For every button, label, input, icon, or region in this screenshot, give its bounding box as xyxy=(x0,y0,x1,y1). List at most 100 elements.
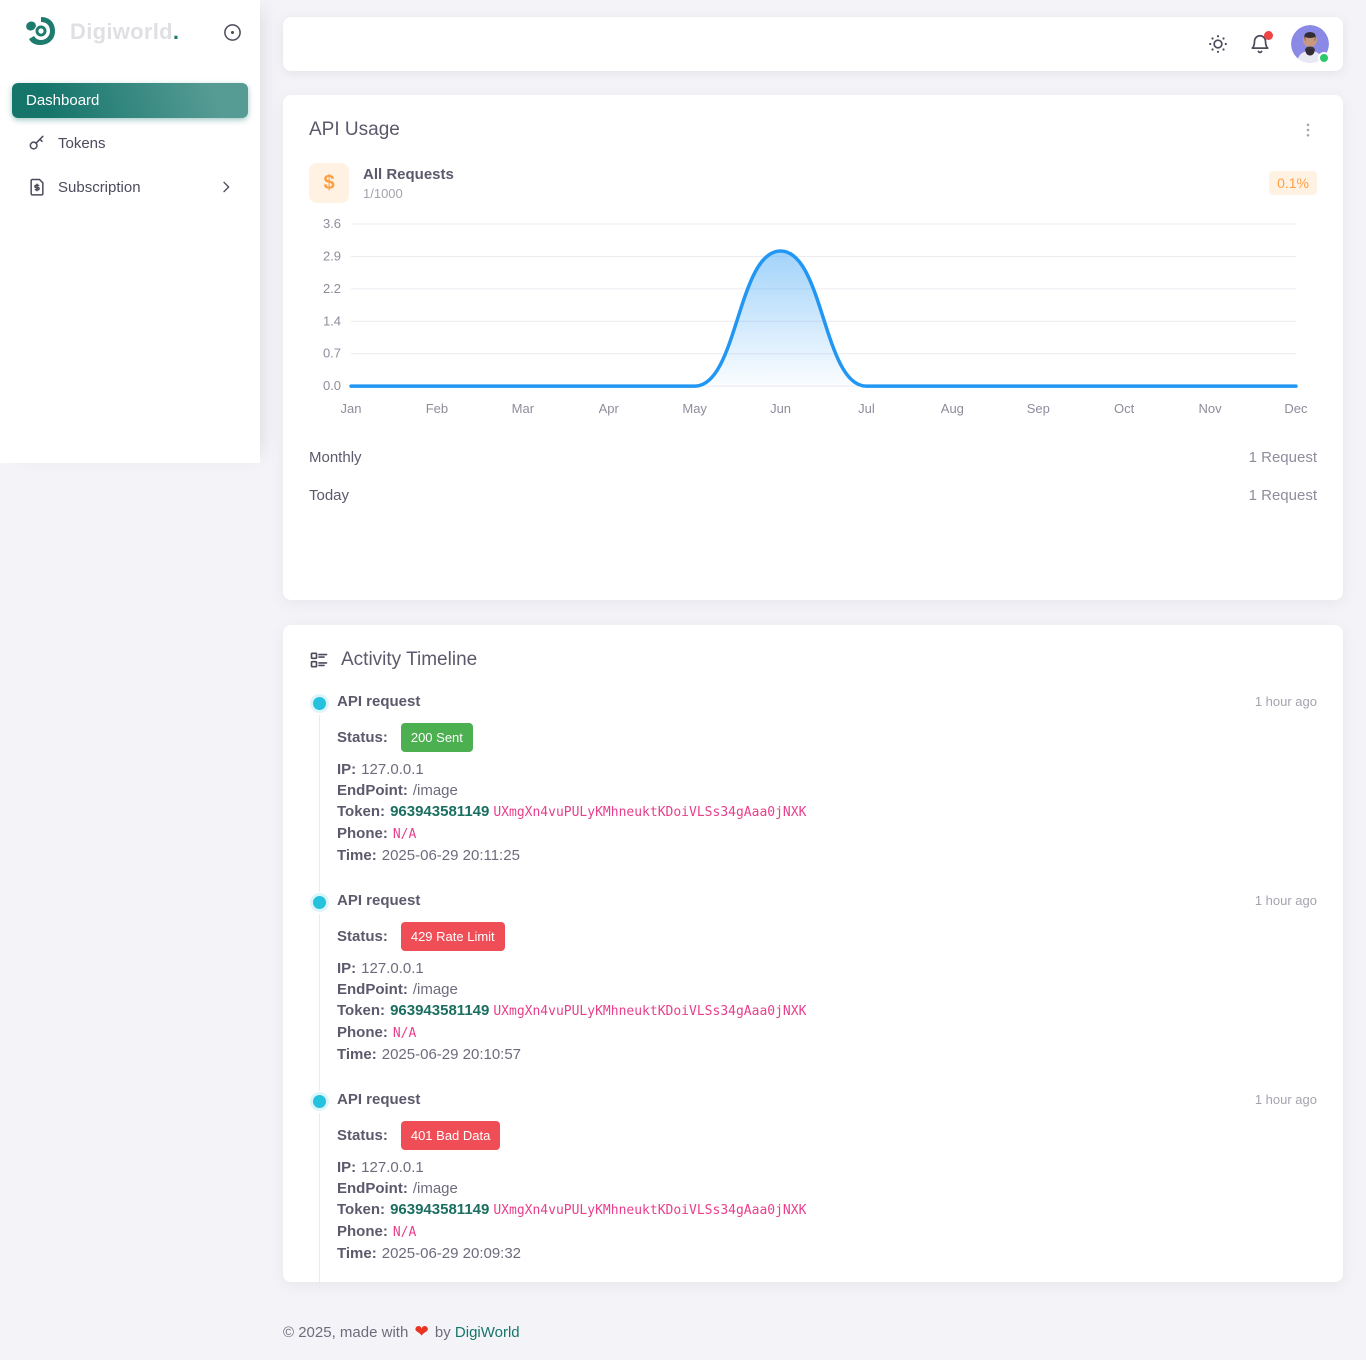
footer-by-text: by xyxy=(434,1324,451,1341)
timeline-dot-icon xyxy=(313,697,326,710)
file-dollar-icon xyxy=(26,177,48,197)
field-label-token: Token: xyxy=(337,1002,386,1019)
field-label-phone: Phone: xyxy=(337,1024,388,1041)
chevron-right-icon xyxy=(218,179,234,195)
timeline-item-title: API request xyxy=(337,1091,421,1108)
timeline-item-title: API request xyxy=(337,892,421,909)
field-label-endpoint: EndPoint: xyxy=(337,1180,408,1197)
field-value-phone: N/A xyxy=(392,1026,417,1041)
field-label-token: Token: xyxy=(337,1201,386,1218)
notification-badge-dot xyxy=(1264,31,1273,40)
svg-text:Dec: Dec xyxy=(1284,401,1308,416)
status-badge: 200 Sent xyxy=(400,723,473,752)
timeline-item-timeago: 1 hour ago xyxy=(1254,694,1317,709)
key-icon xyxy=(26,133,48,153)
timeline-item: API request 1 hour ago Status: 401 Bad Da… xyxy=(313,1091,1317,1290)
timeline-item-timeago: 1 hour ago xyxy=(1254,1092,1317,1107)
sidebar-item-subscription-label: Subscription xyxy=(58,178,141,196)
timeline-list-icon xyxy=(309,650,329,670)
svg-text:0.7: 0.7 xyxy=(323,346,341,361)
stat-value-today: 1 Request xyxy=(1248,486,1317,504)
svg-text:Apr: Apr xyxy=(599,401,620,416)
sidebar-item-dashboard[interactable]: Dashboard xyxy=(12,83,248,118)
all-requests-metric: $ All Requests 1/1000 0.1% xyxy=(283,141,1343,203)
field-value-ip: 127.0.0.1 xyxy=(361,960,424,977)
svg-text:Jan: Jan xyxy=(341,401,362,416)
svg-text:Jun: Jun xyxy=(770,401,791,416)
field-value-token-id: 963943581149 xyxy=(390,803,490,820)
svg-text:May: May xyxy=(682,401,707,416)
timeline-dot-icon xyxy=(313,1095,326,1108)
svg-text:Sep: Sep xyxy=(1027,401,1050,416)
svg-text:0.0: 0.0 xyxy=(323,378,341,393)
field-label-ip: IP: xyxy=(337,960,357,977)
field-label-phone: Phone: xyxy=(337,1223,388,1240)
stat-label-today: Today xyxy=(309,486,350,504)
field-value-time: 2025-06-29 20:11:25 xyxy=(381,847,520,864)
brand-dot: . xyxy=(172,19,180,44)
user-online-status-dot xyxy=(1318,52,1330,64)
field-value-token-secret: UXmgXn4vuPULyKMhneuktKDoiVLSs34gAaa0jNXK xyxy=(493,805,807,820)
field-label-endpoint: EndPoint: xyxy=(337,782,408,799)
dollar-icon: $ xyxy=(309,163,349,203)
brand-logo-icon xyxy=(22,13,60,51)
timeline-item-timeago: 1 hour ago xyxy=(1254,893,1317,908)
svg-text:2.9: 2.9 xyxy=(323,248,341,263)
sidebar-item-tokens[interactable]: Tokens xyxy=(12,124,248,162)
brand-name-text: Digiworld xyxy=(70,19,173,44)
field-label-phone: Phone: xyxy=(337,825,388,842)
sidebar-item-dashboard-label: Dashboard xyxy=(26,92,100,109)
timeline-dot-icon xyxy=(313,896,326,909)
stat-value-monthly: 1 Request xyxy=(1248,448,1317,466)
field-value-token-secret: UXmgXn4vuPULyKMhneuktKDoiVLSs34gAaa0jNXK xyxy=(493,1004,807,1019)
svg-text:2.2: 2.2 xyxy=(323,281,341,296)
timeline-item-title: API request xyxy=(337,693,421,710)
field-label-status: Status: xyxy=(337,729,388,746)
field-value-ip: 127.0.0.1 xyxy=(361,761,424,778)
stat-row-monthly: Monthly 1 Request xyxy=(309,438,1317,476)
field-value-token-id: 963943581149 xyxy=(390,1002,490,1019)
brand-name: Digiworld. xyxy=(70,19,179,45)
svg-text:Nov: Nov xyxy=(1199,401,1223,416)
svg-text:Jul: Jul xyxy=(858,401,875,416)
svg-text:3.6: 3.6 xyxy=(323,216,341,231)
theme-toggle-sun-icon[interactable] xyxy=(1207,33,1229,55)
area-chart: 0.0 0.7 1.4 2.2 2.9 3.6 Jan Feb Mar Apr May Jun Jul A… xyxy=(323,216,1308,416)
activity-timeline-title-text: Activity Timeline xyxy=(341,649,478,670)
field-label-ip: IP: xyxy=(337,761,357,778)
sidebar-pin-icon[interactable] xyxy=(223,23,242,42)
metric-quota: 1/1000 xyxy=(363,185,403,201)
usage-stats: Monthly 1 Request Today 1 Request xyxy=(283,422,1343,514)
usage-percent-badge: 0.1% xyxy=(1269,171,1317,195)
timeline-list: API request 1 hour ago Status: 200 Sent I… xyxy=(283,671,1343,1290)
api-usage-title: API Usage xyxy=(309,119,400,140)
field-label-time: Time: xyxy=(337,1245,377,1262)
activity-timeline-card: Activity Timeline API request 1 hour ago… xyxy=(283,625,1343,1290)
footer-copyright-text: © 2025, made with xyxy=(283,1324,409,1341)
timeline-item: API request 1 hour ago Status: 200 Sent I… xyxy=(313,693,1317,892)
status-badge: 429 Rate Limit xyxy=(400,922,505,951)
heart-icon: ❤ xyxy=(414,1322,429,1341)
card-menu-dots-icon[interactable] xyxy=(1297,119,1319,141)
field-label-ip: IP: xyxy=(337,1159,357,1176)
stat-label-monthly: Monthly xyxy=(309,448,362,466)
stat-row-today: Today 1 Request xyxy=(309,476,1317,514)
dollar-icon-glyph: $ xyxy=(323,171,335,194)
field-label-token: Token: xyxy=(337,803,386,820)
svg-text:Oct: Oct xyxy=(1114,401,1135,416)
field-value-time: 2025-06-29 20:10:57 xyxy=(381,1046,522,1063)
user-avatar[interactable] xyxy=(1291,25,1330,64)
field-value-time: 2025-06-29 20:09:32 xyxy=(381,1245,522,1262)
notifications-bell-icon[interactable] xyxy=(1249,31,1273,55)
field-label-time: Time: xyxy=(337,847,377,864)
field-value-endpoint: /image xyxy=(412,1180,458,1197)
field-value-phone: N/A xyxy=(392,1225,417,1240)
sidebar-item-tokens-label: Tokens xyxy=(58,134,106,152)
field-value-token-id: 963943581149 xyxy=(390,1201,490,1218)
footer-digiworld-link[interactable]: DigiWorld xyxy=(454,1324,520,1341)
activity-timeline-title: Activity Timeline xyxy=(309,649,477,671)
sidebar-header: Digiworld. xyxy=(0,0,260,63)
sidebar-item-subscription[interactable]: Subscription xyxy=(12,168,248,206)
status-badge: 401 Bad Data xyxy=(400,1121,501,1150)
field-value-ip: 127.0.0.1 xyxy=(361,1159,424,1176)
